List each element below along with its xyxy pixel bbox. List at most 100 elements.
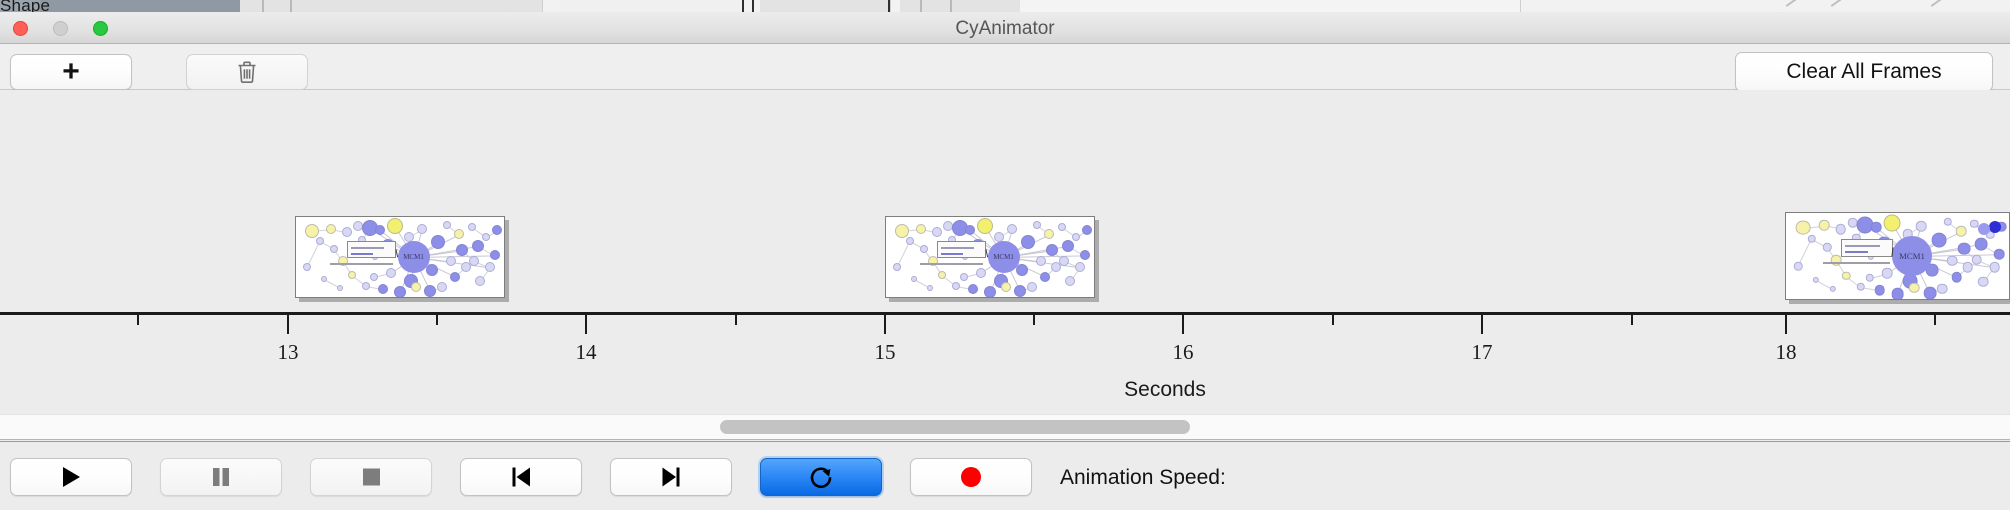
network-node bbox=[475, 276, 486, 286]
network-node bbox=[1021, 235, 1036, 250]
add-frame-button[interactable]: + bbox=[10, 54, 132, 90]
network-node bbox=[1057, 223, 1066, 231]
network-node bbox=[321, 276, 328, 283]
timeline-scrollbar[interactable] bbox=[0, 414, 2010, 440]
network-node bbox=[450, 271, 461, 282]
keyframe-thumbnail[interactable]: MCM1 bbox=[885, 216, 1095, 298]
network-node bbox=[304, 223, 319, 238]
network-node bbox=[1908, 282, 1920, 294]
delete-frame-button[interactable] bbox=[186, 54, 308, 90]
network-node bbox=[1923, 286, 1937, 299]
timeline-tick bbox=[436, 315, 438, 325]
network-node bbox=[315, 237, 324, 245]
timeline-scrollbar-thumb[interactable] bbox=[720, 420, 1190, 434]
timeline-tick bbox=[1785, 315, 1787, 334]
network-node bbox=[1823, 243, 1832, 252]
network-node bbox=[1050, 262, 1061, 273]
network-caption-text bbox=[920, 263, 983, 265]
minimize-window-button[interactable] bbox=[53, 21, 68, 36]
timeline-tick bbox=[585, 315, 587, 334]
network-node bbox=[965, 225, 976, 236]
record-icon bbox=[958, 464, 984, 490]
record-button[interactable] bbox=[910, 458, 1032, 496]
network-node bbox=[894, 223, 909, 238]
keyframe-network-preview: MCM1 bbox=[1786, 213, 2009, 299]
network-node bbox=[1958, 242, 1971, 256]
network-node bbox=[1874, 285, 1885, 296]
network-node bbox=[1978, 222, 1991, 235]
animation-speed-label: Animation Speed: bbox=[1060, 466, 1226, 489]
network-node bbox=[394, 286, 406, 297]
network-node bbox=[951, 281, 960, 290]
network-node bbox=[1032, 221, 1041, 229]
network-node bbox=[1000, 281, 1011, 292]
window-title-bar: CyAnimator bbox=[0, 12, 2010, 44]
annotation-text-line bbox=[1844, 244, 1880, 247]
network-node bbox=[1062, 239, 1074, 252]
network-node bbox=[1931, 232, 1947, 248]
network-node bbox=[931, 226, 942, 237]
network-node bbox=[893, 262, 902, 271]
network-node bbox=[385, 268, 396, 278]
network-node bbox=[336, 284, 343, 291]
window-title: CyAnimator bbox=[955, 18, 1055, 39]
network-node bbox=[424, 285, 437, 297]
annotation-text-line bbox=[350, 253, 373, 255]
network-node bbox=[1807, 234, 1816, 244]
pause-button bbox=[160, 458, 282, 496]
network-node bbox=[1795, 220, 1811, 236]
timeline-tick-label: 18 bbox=[1775, 340, 1797, 364]
loop-button[interactable] bbox=[760, 458, 882, 496]
keyframe-thumbnail[interactable]: MCM1 bbox=[1785, 212, 2010, 300]
network-node bbox=[1081, 224, 1092, 235]
clear-all-frames-button[interactable]: Clear All Frames bbox=[1735, 52, 1993, 92]
clear-all-frames-label: Clear All Frames bbox=[1786, 60, 1942, 83]
network-node bbox=[482, 233, 491, 242]
network-node bbox=[468, 255, 479, 266]
play-button[interactable] bbox=[10, 458, 132, 496]
timeline-tick-label: 16 bbox=[1172, 340, 1194, 364]
maximize-window-button[interactable] bbox=[93, 21, 108, 36]
network-node bbox=[1993, 248, 2005, 260]
network-node bbox=[1943, 217, 1952, 226]
timeline-tick bbox=[1934, 315, 1936, 325]
skip-to-start-button[interactable] bbox=[460, 458, 582, 496]
network-node bbox=[454, 229, 465, 240]
loop-icon bbox=[808, 464, 834, 490]
trash-icon bbox=[236, 60, 258, 84]
network-node bbox=[1035, 256, 1046, 267]
network-node bbox=[426, 264, 439, 277]
network-annotation-box bbox=[1840, 238, 1894, 258]
timeline-tick bbox=[1033, 315, 1035, 325]
network-node bbox=[1829, 285, 1837, 293]
pause-icon bbox=[210, 465, 232, 489]
network-node bbox=[1016, 264, 1029, 277]
annotation-text-line bbox=[350, 247, 384, 249]
network-node bbox=[445, 256, 456, 267]
network-node bbox=[1841, 271, 1851, 280]
keyframe-thumbnail[interactable]: MCM1 bbox=[295, 216, 505, 298]
network-node bbox=[1040, 271, 1051, 282]
toolbar: + Clear All Frames bbox=[0, 44, 2010, 92]
timeline-tick bbox=[137, 315, 139, 325]
network-node bbox=[1044, 229, 1055, 240]
network-node bbox=[976, 218, 993, 235]
network-node bbox=[341, 226, 352, 237]
close-window-button[interactable] bbox=[13, 21, 28, 36]
timeline-tick bbox=[1631, 315, 1633, 325]
network-node bbox=[491, 224, 502, 235]
network-node bbox=[926, 284, 933, 291]
timeline-tick bbox=[735, 315, 737, 325]
network-hub-node: MCM1 bbox=[397, 241, 430, 273]
network-node bbox=[1978, 276, 1989, 288]
timeline-axis-line bbox=[0, 312, 2010, 315]
network-node bbox=[938, 271, 947, 280]
network-node bbox=[442, 221, 451, 229]
skip-to-end-button[interactable] bbox=[610, 458, 732, 496]
background-desktop-strip: Shape bbox=[0, 0, 2010, 12]
timeline-tick-label: 13 bbox=[277, 340, 299, 364]
plus-icon: + bbox=[62, 55, 80, 88]
network-node bbox=[960, 273, 968, 281]
network-node bbox=[1830, 255, 1842, 266]
